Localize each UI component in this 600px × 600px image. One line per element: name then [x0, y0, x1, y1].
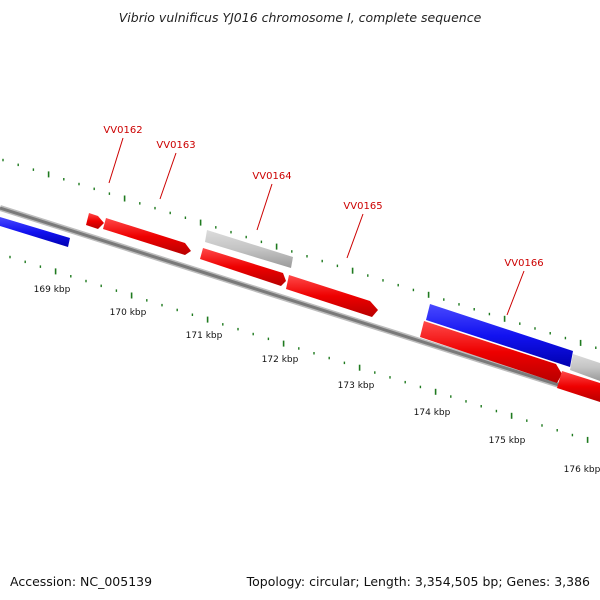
feature-blue-vv0166[interactable] [426, 304, 573, 367]
svg-text:VV0162: VV0162 [103, 125, 142, 136]
scale-label: 170 kbp [110, 308, 147, 318]
scale-label: 169 kbp [34, 285, 71, 295]
feature-gray-right[interactable] [570, 354, 600, 381]
feature-red-vv0163[interactable] [103, 218, 191, 255]
scale-labels: 169 kbp 170 kbp 171 kbp 172 kbp 173 kbp … [34, 285, 600, 475]
gene-label-vv0165[interactable]: VV0165 [343, 201, 383, 259]
svg-text:VV0163: VV0163 [156, 140, 195, 151]
accession-label: Accession: NC_005139 [10, 574, 153, 589]
gene-label-vv0166[interactable]: VV0166 [504, 258, 544, 316]
feature-red-right-1[interactable] [420, 321, 562, 383]
feature-gray-vv0164[interactable] [205, 230, 293, 268]
scale-label: 175 kbp [489, 436, 526, 446]
scale-label: 171 kbp [186, 331, 223, 341]
svg-text:VV0164: VV0164 [252, 171, 291, 182]
upper-tick-row [2, 158, 597, 349]
gene-label-vv0164[interactable]: VV0164 [252, 171, 292, 231]
scale-label: 176 kbp [564, 465, 600, 475]
map-title: Vibrio vulnificus YJ016 chromosome I, co… [118, 10, 482, 25]
gene-label-vv0163[interactable]: VV0163 [156, 140, 196, 200]
feature-red-vv0165[interactable] [286, 275, 378, 317]
gene-features [0, 213, 600, 402]
scale-label: 173 kbp [338, 381, 375, 391]
scale-label: 174 kbp [414, 408, 451, 418]
feature-red-right-2[interactable] [557, 371, 600, 402]
topology-label: Topology: circular; Length: 3,354,505 bp… [246, 574, 590, 589]
feature-red-small[interactable] [86, 213, 104, 229]
lower-tick-row [9, 255, 589, 443]
svg-text:VV0166: VV0166 [504, 258, 543, 269]
scale-label: 172 kbp [262, 355, 299, 365]
feature-red-vv0164[interactable] [200, 248, 286, 286]
feature-blue-left[interactable] [0, 217, 70, 247]
genome-backbone [0, 205, 600, 401]
gene-label-vv0162[interactable]: VV0162 [103, 125, 143, 184]
svg-text:VV0165: VV0165 [343, 201, 382, 212]
